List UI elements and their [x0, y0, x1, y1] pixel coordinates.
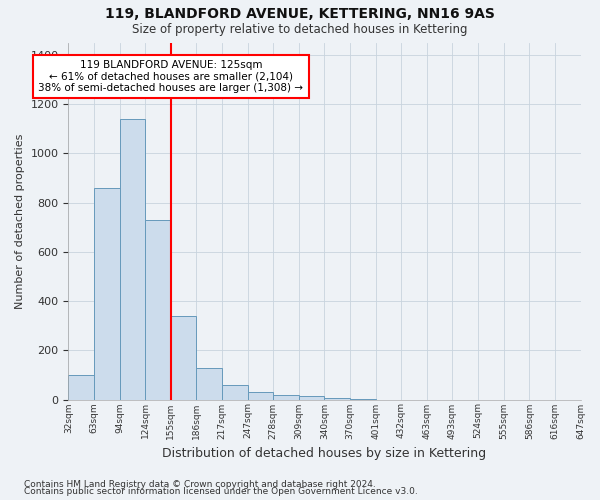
Bar	[196, 368, 222, 400]
Text: Size of property relative to detached houses in Kettering: Size of property relative to detached ho…	[132, 22, 468, 36]
Bar	[325, 398, 350, 400]
Bar	[145, 220, 171, 400]
Text: 119, BLANDFORD AVENUE, KETTERING, NN16 9AS: 119, BLANDFORD AVENUE, KETTERING, NN16 9…	[105, 8, 495, 22]
Text: Contains public sector information licensed under the Open Government Licence v3: Contains public sector information licen…	[24, 487, 418, 496]
Text: 119 BLANDFORD AVENUE: 125sqm
← 61% of detached houses are smaller (2,104)
38% of: 119 BLANDFORD AVENUE: 125sqm ← 61% of de…	[38, 60, 304, 93]
Bar	[299, 396, 325, 400]
Y-axis label: Number of detached properties: Number of detached properties	[15, 134, 25, 308]
Bar	[171, 316, 196, 400]
Bar	[94, 188, 119, 400]
Bar	[273, 394, 299, 400]
Bar	[68, 375, 94, 400]
Text: Contains HM Land Registry data © Crown copyright and database right 2024.: Contains HM Land Registry data © Crown c…	[24, 480, 376, 489]
Bar	[119, 119, 145, 400]
X-axis label: Distribution of detached houses by size in Kettering: Distribution of detached houses by size …	[163, 447, 487, 460]
Bar	[222, 384, 248, 400]
Bar	[248, 392, 273, 400]
Bar	[350, 399, 376, 400]
